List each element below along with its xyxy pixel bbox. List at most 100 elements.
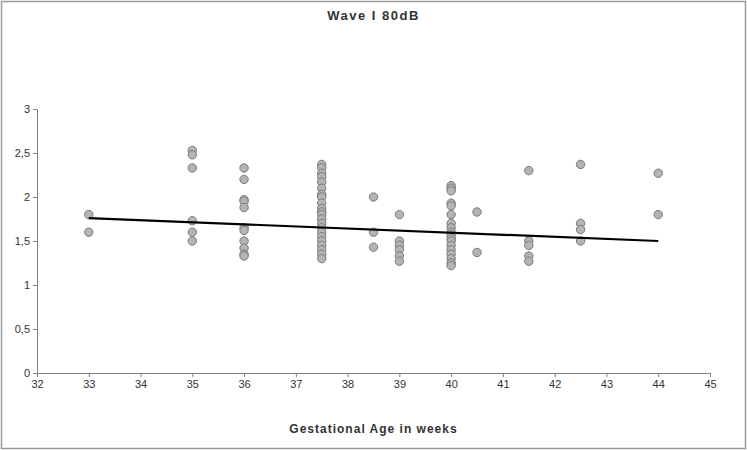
- point: [525, 241, 533, 249]
- point: [318, 254, 326, 262]
- x-tick-label: 33: [83, 378, 95, 390]
- y-tick-label: 0,5: [15, 323, 30, 335]
- point: [188, 228, 196, 236]
- point: [447, 210, 455, 218]
- point: [240, 164, 248, 172]
- x-tick: 33: [83, 373, 95, 390]
- x-tick: 43: [601, 373, 613, 390]
- x-tick: 37: [290, 373, 302, 390]
- y-tick-label: 1: [24, 279, 30, 291]
- y-tick: 1,5: [15, 235, 37, 247]
- point: [188, 164, 196, 172]
- point: [188, 151, 196, 159]
- x-tick-mark: [89, 373, 90, 377]
- x-axis-title: Gestational Age in weeks: [289, 422, 457, 436]
- y-tick-mark: [33, 197, 37, 198]
- x-axis-line: [38, 373, 711, 374]
- x-tick-label: 45: [704, 378, 716, 390]
- y-tick: 0: [24, 367, 37, 379]
- y-axis-line: [37, 110, 38, 374]
- x-tick-mark: [37, 373, 38, 377]
- y-tick: 3: [24, 103, 37, 115]
- x-tick-label: 39: [394, 378, 406, 390]
- x-tick-label: 36: [238, 378, 250, 390]
- x-tick-label: 43: [601, 378, 613, 390]
- x-tick-label: 38: [342, 378, 354, 390]
- y-tick-label: 0: [24, 367, 30, 379]
- x-tick-mark: [296, 373, 297, 377]
- chart: 32 33 34 35 36 37 38 39 40 41 42 43 44 45 0 0,5 1 1,5 2 2,5…: [0, 0, 747, 450]
- x-tick: 34: [135, 373, 147, 390]
- x-tick-mark: [503, 373, 504, 377]
- y-axis: 0 0,5 1 1,5 2 2,5 3: [15, 103, 38, 379]
- point: [525, 257, 533, 265]
- x-tick: 32: [31, 373, 43, 390]
- x-tick: 36: [238, 373, 250, 390]
- x-tick-mark: [244, 373, 245, 377]
- point: [240, 226, 248, 234]
- point: [240, 203, 248, 211]
- point: [654, 169, 662, 177]
- point: [473, 208, 481, 216]
- point: [447, 187, 455, 195]
- y-tick-mark: [33, 329, 37, 330]
- x-tick: 38: [342, 373, 354, 390]
- x-axis: 32 33 34 35 36 37 38 39 40 41 42 43 44 45: [31, 373, 716, 390]
- x-tick: 42: [549, 373, 561, 390]
- plot-area: [85, 146, 663, 270]
- y-tick-mark: [33, 241, 37, 242]
- point: [473, 248, 481, 256]
- point: [576, 160, 584, 168]
- x-tick-mark: [658, 373, 659, 377]
- x-tick-label: 42: [549, 378, 561, 390]
- x-tick: 39: [394, 373, 406, 390]
- x-tick: 44: [653, 373, 665, 390]
- point: [395, 210, 403, 218]
- x-tick-label: 37: [290, 378, 302, 390]
- x-tick-mark: [399, 373, 400, 377]
- point: [525, 166, 533, 174]
- x-tick-mark: [555, 373, 556, 377]
- y-tick: 0,5: [15, 323, 37, 335]
- x-tick-label: 40: [446, 378, 458, 390]
- x-tick-mark: [710, 373, 711, 377]
- y-tick-label: 2,5: [15, 147, 30, 159]
- x-tick-mark: [192, 373, 193, 377]
- x-tick: 45: [704, 373, 716, 390]
- y-tick-mark: [33, 373, 37, 374]
- x-tick-label: 41: [497, 378, 509, 390]
- x-tick-mark: [141, 373, 142, 377]
- y-tick-mark: [33, 109, 37, 110]
- point: [240, 252, 248, 260]
- chart-frame: [2, 2, 746, 449]
- y-tick-mark: [33, 153, 37, 154]
- trend-line: [89, 218, 658, 241]
- point: [188, 217, 196, 225]
- point: [447, 261, 455, 269]
- y-tick-label: 2: [24, 191, 30, 203]
- y-tick-label: 1,5: [15, 235, 30, 247]
- x-tick-label: 44: [653, 378, 665, 390]
- points: [85, 146, 663, 270]
- point: [576, 225, 584, 233]
- y-tick-label: 3: [24, 103, 30, 115]
- title: Wave I 80dB: [327, 8, 420, 23]
- x-tick: 41: [497, 373, 509, 390]
- x-tick-label: 35: [187, 378, 199, 390]
- x-tick-mark: [348, 373, 349, 377]
- point: [369, 243, 377, 251]
- x-tick-mark: [606, 373, 607, 377]
- y-tick: 1: [24, 279, 37, 291]
- point: [369, 193, 377, 201]
- point: [654, 210, 662, 218]
- y-tick: 2,5: [15, 147, 37, 159]
- point: [447, 202, 455, 210]
- x-tick-label: 32: [31, 378, 43, 390]
- y-tick: 2: [24, 191, 37, 203]
- point: [85, 228, 93, 236]
- y-tick-mark: [33, 285, 37, 286]
- x-tick-mark: [451, 373, 452, 377]
- point: [240, 175, 248, 183]
- x-tick: 35: [187, 373, 199, 390]
- point: [188, 237, 196, 245]
